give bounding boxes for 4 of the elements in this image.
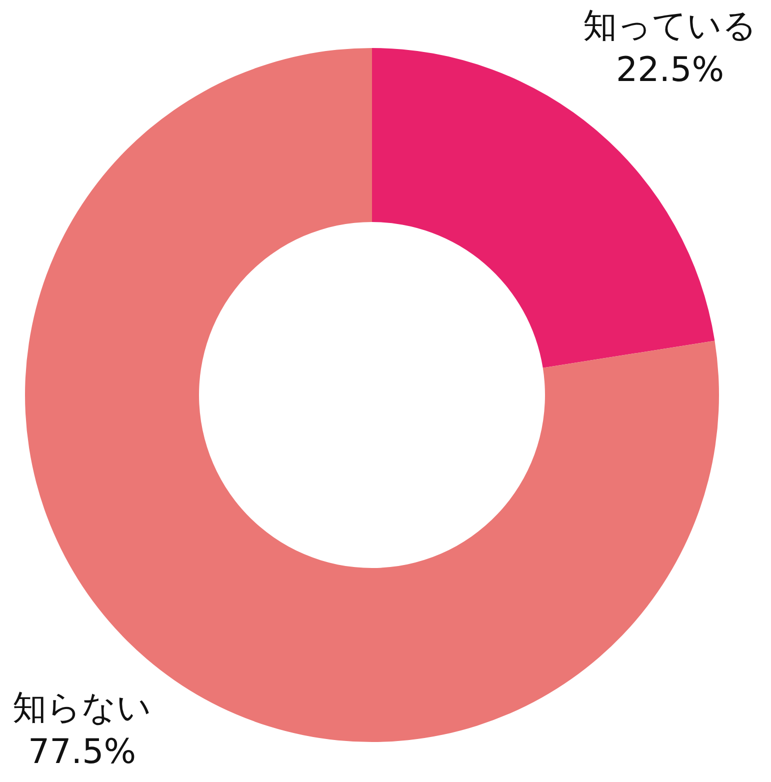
data-label: 22.5%: [616, 50, 724, 90]
slice-label: 知らない: [12, 688, 152, 728]
slice-label: 知っている: [583, 6, 757, 46]
data-label: 77.5%: [28, 732, 136, 772]
